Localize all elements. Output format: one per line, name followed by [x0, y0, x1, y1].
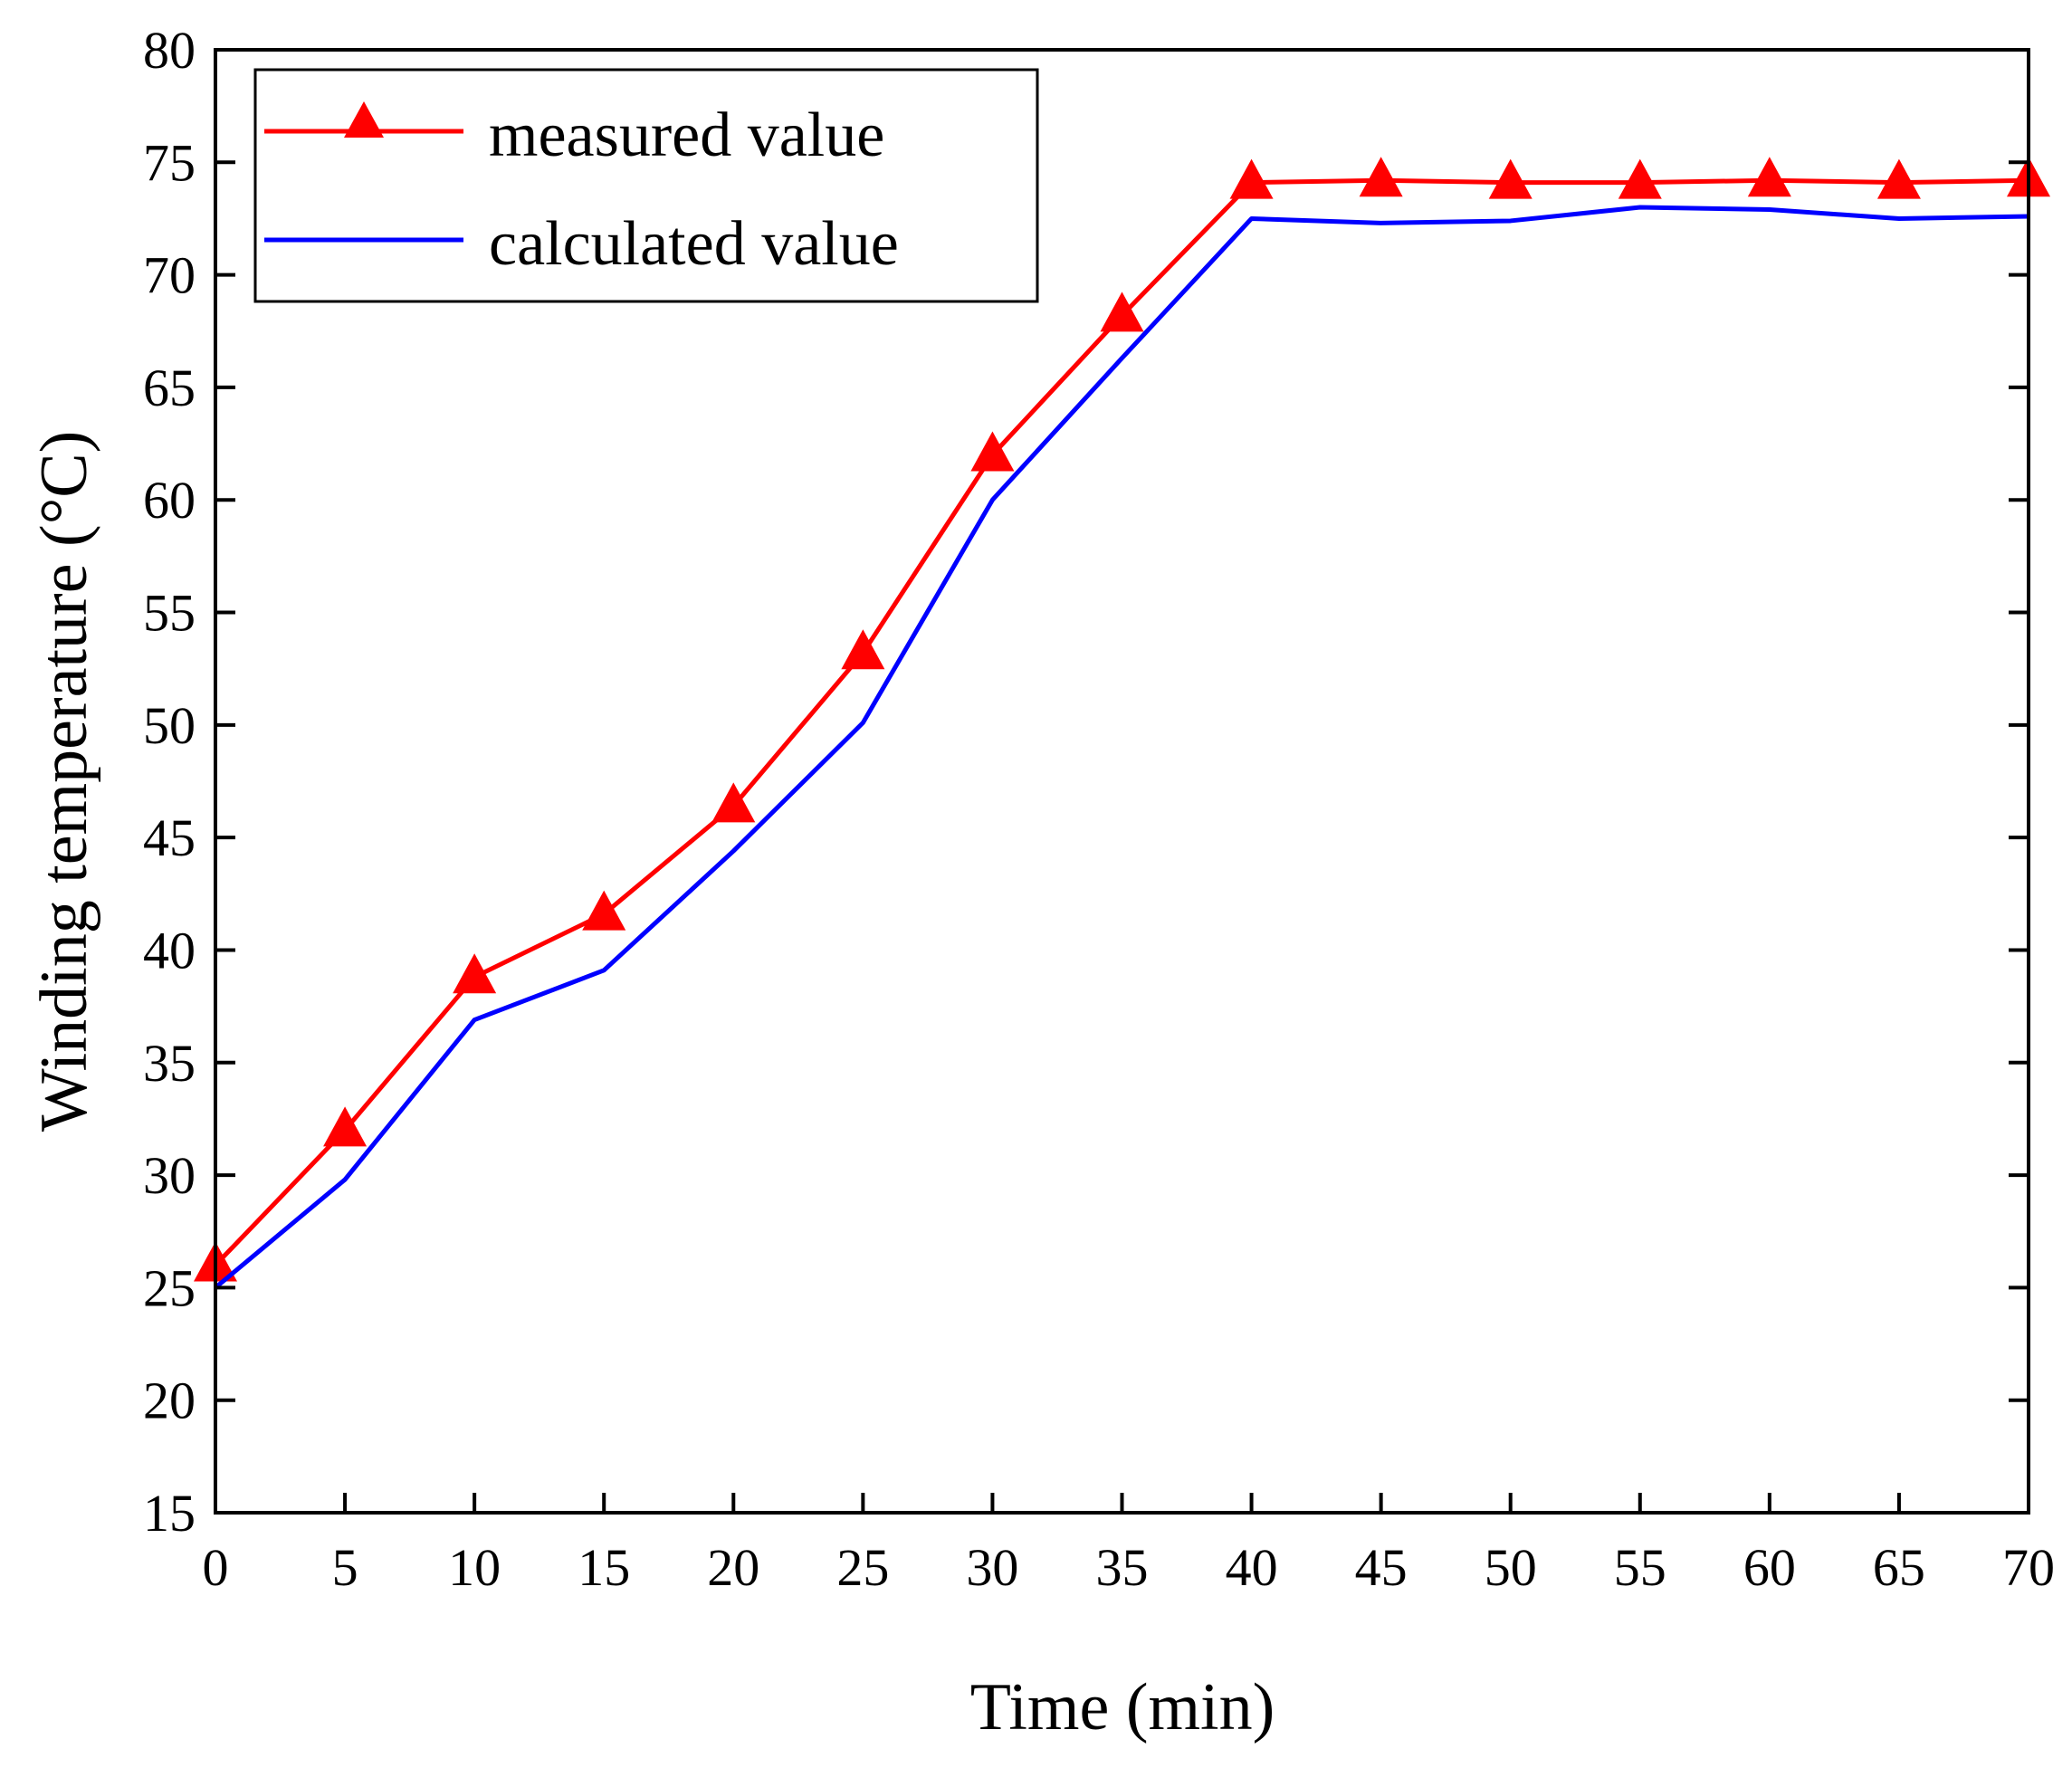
y-tick-label: 40 [143, 921, 196, 980]
measured-value-marker [970, 431, 1015, 472]
y-tick-label: 25 [143, 1258, 196, 1317]
x-tick-label: 60 [1743, 1538, 1796, 1597]
x-axis-title: Time (min) [970, 1670, 1275, 1744]
measured-value-marker [1488, 158, 1533, 199]
measured-value-marker [1229, 158, 1274, 199]
x-tick-label: 30 [966, 1538, 1018, 1597]
measured-value-marker [453, 953, 497, 994]
measured-value-marker [582, 890, 626, 931]
series-layer [194, 157, 2050, 1290]
measured-value-marker [711, 782, 756, 823]
y-tick-label: 35 [143, 1034, 196, 1093]
legend-calculated-label: calculated value [489, 209, 899, 279]
y-axis-title: Winding temperature (°C) [27, 431, 101, 1132]
x-tick-label: 45 [1355, 1538, 1408, 1597]
y-tick-label: 65 [143, 358, 196, 417]
x-tick-label: 15 [578, 1538, 630, 1597]
y-tick-label: 15 [143, 1484, 196, 1543]
y-tick-label: 70 [143, 246, 196, 305]
measured-value-marker [1618, 158, 1662, 199]
x-tick-label: 50 [1485, 1538, 1537, 1597]
measured-value-marker [1747, 157, 1791, 197]
x-tick-label: 5 [332, 1538, 358, 1597]
x-tick-label: 70 [2002, 1538, 2055, 1597]
legend: measured value calculated value [253, 68, 1039, 303]
y-tick-label: 75 [143, 133, 196, 192]
y-tick-label: 45 [143, 808, 196, 867]
ticks-layer: 0 5 10 15 20 25 30 35 40 45 50 55 60 65 70 15 20 25 30 35 40… [143, 21, 2055, 1597]
x-tick-label: 10 [448, 1538, 501, 1597]
measured-value-line [214, 177, 2029, 1267]
y-tick-label: 80 [143, 21, 196, 80]
x-tick-label: 20 [707, 1538, 759, 1597]
measured-value-marker [841, 629, 885, 670]
legend-measured-label: measured value [489, 100, 884, 170]
x-tick-label: 65 [1873, 1538, 1925, 1597]
x-tick-label: 55 [1614, 1538, 1666, 1597]
measured-value-marker [1876, 158, 1921, 199]
x-tick-label: 40 [1226, 1538, 1278, 1597]
x-tick-label: 0 [203, 1538, 229, 1597]
calculated-value-line [214, 205, 2029, 1290]
y-tick-label: 60 [143, 471, 196, 530]
legend-measured-marker [344, 101, 384, 138]
y-tick-label: 30 [143, 1146, 196, 1205]
measured-value-marker [1359, 157, 1403, 197]
y-tick-label: 55 [143, 584, 196, 643]
measured-value-marker [323, 1106, 368, 1147]
x-tick-label: 25 [836, 1538, 889, 1597]
y-tick-label: 50 [143, 696, 196, 755]
x-tick-label: 35 [1096, 1538, 1149, 1597]
y-tick-label: 20 [143, 1371, 196, 1430]
legend-box [253, 68, 1039, 303]
measured-value-marker [1100, 291, 1144, 332]
